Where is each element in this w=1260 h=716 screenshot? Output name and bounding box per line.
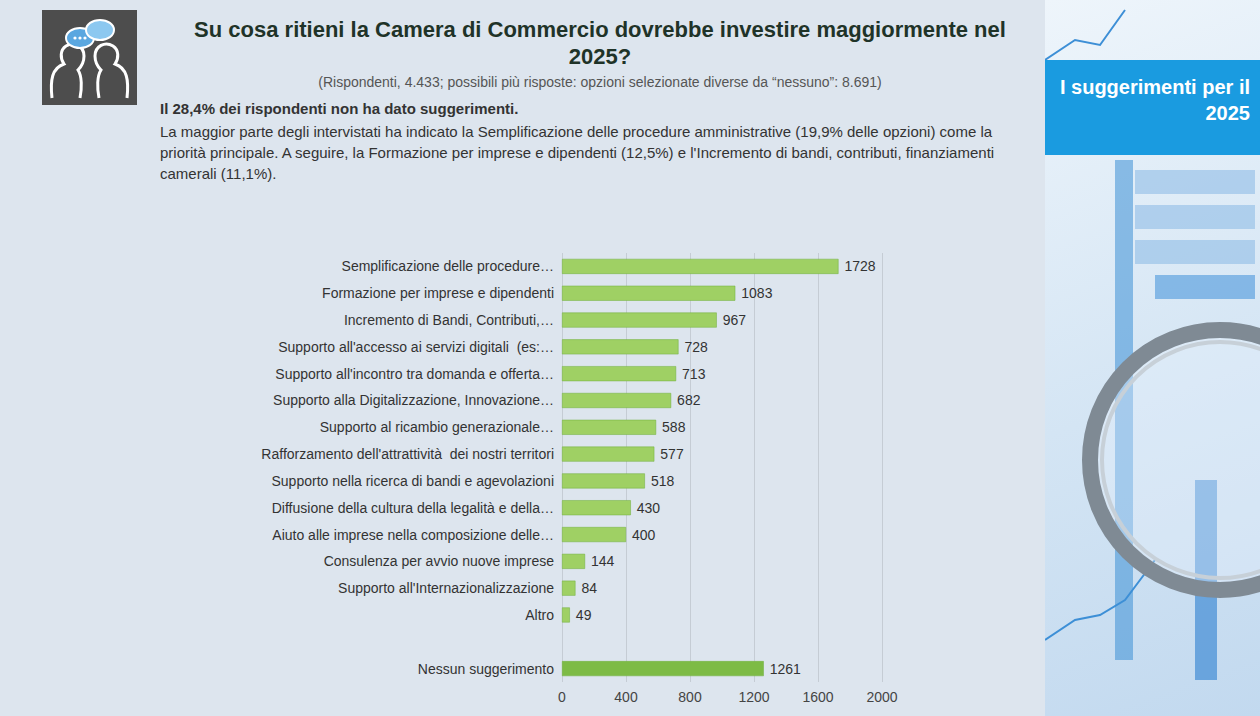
svg-text:Supporto al ricambio generazio: Supporto al ricambio generazionale… xyxy=(320,419,554,435)
svg-text:1083: 1083 xyxy=(741,285,772,301)
svg-text:1600: 1600 xyxy=(802,689,833,705)
svg-text:0: 0 xyxy=(558,689,566,705)
svg-text:Consulenza per avvio nuove imp: Consulenza per avvio nuove imprese xyxy=(324,553,555,569)
svg-text:Supporto all'accesso ai serviz: Supporto all'accesso ai servizi digitali… xyxy=(278,339,554,355)
svg-text:682: 682 xyxy=(677,392,701,408)
html-text:Il 28,4% dei rispondenti non h: Il 28,4% dei rispondenti non ha dato sug… xyxy=(160,100,519,117)
svg-text:430: 430 xyxy=(637,500,661,516)
svg-text:967: 967 xyxy=(723,312,747,328)
svg-text:49: 49 xyxy=(576,607,592,623)
svg-text:Semplificazione delle procedur: Semplificazione delle procedure… xyxy=(342,258,554,274)
svg-text:577: 577 xyxy=(660,446,684,462)
svg-text:2000: 2000 xyxy=(866,689,897,705)
html-text:Su cosa ritieni la Camera di C: Su cosa ritieni la Camera di Commercio d… xyxy=(194,17,1006,69)
svg-text:588: 588 xyxy=(662,419,686,435)
svg-text:Nessun suggerimento: Nessun suggerimento xyxy=(418,661,554,677)
svg-text:Formazione per imprese e dipen: Formazione per imprese e dipendenti xyxy=(322,285,554,301)
svg-text:84: 84 xyxy=(581,580,597,596)
svg-text:Supporto all'Internazionalizza: Supporto all'Internazionalizzazione xyxy=(338,580,554,596)
svg-text:Aiuto alle imprese nella compo: Aiuto alle imprese nella composizione de… xyxy=(272,527,554,543)
svg-text:728: 728 xyxy=(684,339,708,355)
html-text:I suggerimenti per il 2025: I suggerimenti per il 2025 xyxy=(1060,76,1250,124)
svg-text:Supporto alla Digitalizzazione: Supporto alla Digitalizzazione, Innovazi… xyxy=(273,392,554,408)
svg-text:Supporto nella ricerca di band: Supporto nella ricerca di bandi e agevol… xyxy=(271,473,554,489)
svg-text:144: 144 xyxy=(591,553,615,569)
svg-text:Altro: Altro xyxy=(525,607,554,623)
svg-text:Incremento di Bandi, Contribut: Incremento di Bandi, Contributi,… xyxy=(344,312,554,328)
svg-text:400: 400 xyxy=(614,689,638,705)
html-text:(Rispondenti, 4.433; possibili: (Rispondenti, 4.433; possibili più rispo… xyxy=(318,74,882,90)
svg-text:518: 518 xyxy=(651,473,675,489)
svg-text:713: 713 xyxy=(682,366,706,382)
svg-text:400: 400 xyxy=(632,527,656,543)
html-text:La maggior parte degli intervi: La maggior parte degli intervistati ha i… xyxy=(160,123,995,182)
svg-text:Supporto all'incontro tra doma: Supporto all'incontro tra domanda e offe… xyxy=(275,366,554,382)
svg-text:1261: 1261 xyxy=(770,661,801,677)
svg-text:Rafforzamento dell'attrattivit: Rafforzamento dell'attrattività dei nost… xyxy=(261,446,554,462)
svg-text:800: 800 xyxy=(678,689,702,705)
svg-text:Diffusione della cultura della: Diffusione della cultura della legalità … xyxy=(272,500,554,516)
svg-text:1200: 1200 xyxy=(738,689,769,705)
svg-text:1728: 1728 xyxy=(844,258,875,274)
